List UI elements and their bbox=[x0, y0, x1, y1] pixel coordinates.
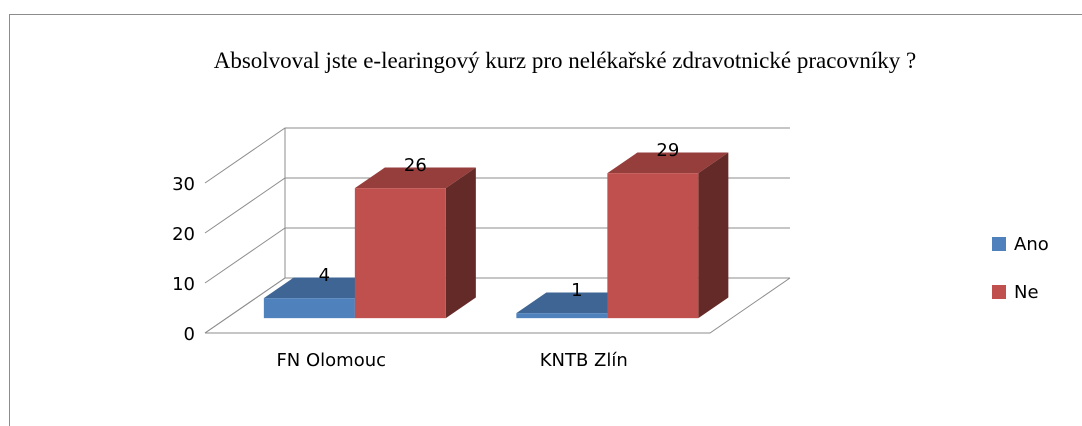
bar-top bbox=[607, 152, 729, 174]
bar bbox=[607, 152, 729, 319]
legend-swatch bbox=[992, 285, 1006, 299]
bar-side bbox=[698, 152, 729, 319]
data-label: 29 bbox=[656, 140, 679, 161]
y-tick-label: 30 bbox=[172, 174, 195, 195]
bar-front bbox=[263, 298, 355, 319]
bar-top bbox=[516, 292, 638, 314]
y-tick-label: 20 bbox=[172, 224, 195, 245]
chart-border bbox=[9, 14, 1082, 426]
x-tick-label: KNTB Zlín bbox=[540, 350, 628, 371]
data-label: 4 bbox=[319, 265, 330, 286]
y-tick-label: 10 bbox=[172, 274, 195, 295]
bar-front bbox=[607, 173, 699, 319]
legend-label: Ne bbox=[1014, 282, 1039, 303]
legend-label: Ano bbox=[1014, 234, 1049, 255]
bar-side bbox=[445, 167, 476, 319]
legend-swatch bbox=[992, 237, 1006, 251]
y-tick-label: 0 bbox=[184, 324, 195, 345]
bar bbox=[354, 167, 476, 319]
x-tick-label: FN Olomouc bbox=[276, 350, 386, 371]
chart-title: Absolvoval jste e-learingový kurz pro ne… bbox=[213, 48, 917, 73]
bar-front bbox=[516, 313, 608, 319]
floor-edge bbox=[205, 277, 791, 334]
data-label: 26 bbox=[404, 155, 427, 176]
grid-line bbox=[204, 127, 790, 184]
bar-top bbox=[354, 167, 476, 189]
data-label: 1 bbox=[571, 280, 582, 301]
bar-front bbox=[354, 188, 446, 319]
bar-top bbox=[263, 277, 385, 299]
